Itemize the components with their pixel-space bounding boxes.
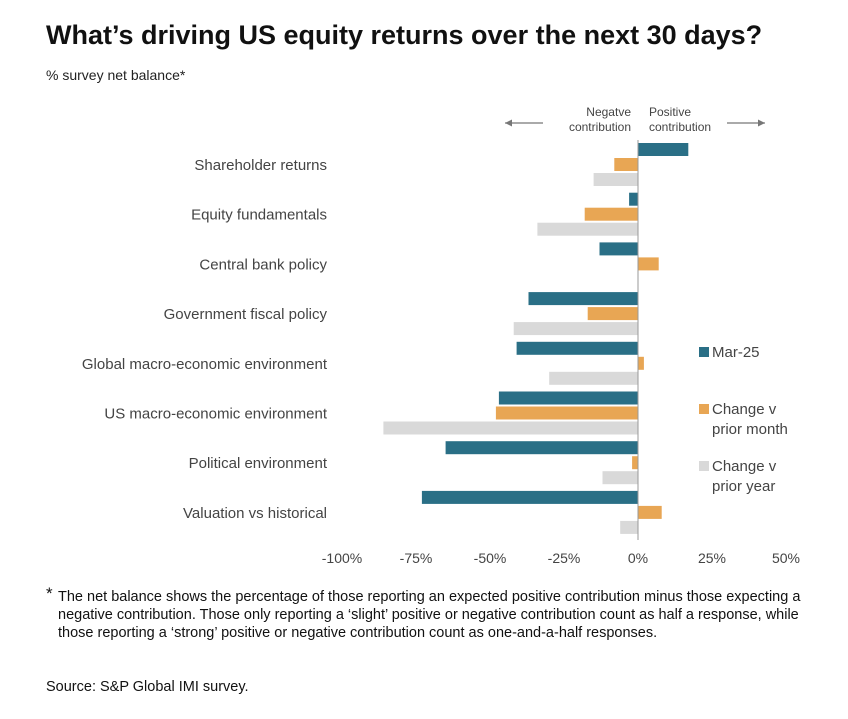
category-label-central-bank-policy: Central bank policy — [199, 256, 327, 273]
negative-direction-label: contribution — [569, 120, 631, 134]
category-labels: Shareholder returns Equity fundamentals Ce… — [82, 157, 328, 522]
bar-change-v-prior-month-us-macro-economic-environment — [495, 406, 638, 420]
x-tick-label: -100% — [322, 550, 362, 566]
bar-change-v-prior-year-global-macro-economic-environment — [549, 371, 638, 385]
bar-change-v-prior-year-government-fiscal-policy — [513, 322, 638, 336]
bar-change-v-prior-month-government-fiscal-policy — [587, 307, 638, 321]
right-arrow-head-icon — [758, 119, 765, 127]
bar-mar-25-us-macro-economic-environment — [498, 391, 638, 405]
legend-label-change-v-prior-month: prior month — [712, 421, 788, 438]
bar-mar-25-equity-fundamentals — [629, 192, 638, 206]
legend-label-change-v-prior-month: Change v — [712, 401, 777, 418]
bar-mar-25-central-bank-policy — [599, 242, 638, 256]
negative-direction-label: Negatve — [586, 105, 631, 119]
category-label-equity-fundamentals: Equity fundamentals — [191, 207, 327, 224]
bar-mar-25-political-environment — [445, 441, 638, 455]
category-label-valuation-vs-historical: Valuation vs historical — [183, 505, 327, 522]
bar-change-v-prior-month-central-bank-policy — [638, 257, 659, 271]
bar-change-v-prior-year-valuation-vs-historical — [620, 520, 638, 534]
bar-mar-25-shareholder-returns — [638, 143, 689, 156]
category-label-us-macro-economic-environment: US macro-economic environment — [104, 406, 327, 423]
x-tick-label: -25% — [548, 550, 581, 566]
bar-mar-25-global-macro-economic-environment — [516, 341, 638, 355]
footnote-marker: * — [46, 584, 53, 603]
x-tick-label: -75% — [400, 550, 433, 566]
bar-change-v-prior-month-valuation-vs-historical — [638, 505, 662, 519]
positive-direction-label: contribution — [649, 120, 711, 134]
chart-title: What’s driving US equity returns over th… — [46, 20, 763, 50]
bar-change-v-prior-year-shareholder-returns — [593, 173, 638, 186]
x-tick-label: 0% — [628, 550, 648, 566]
x-tick-label: 25% — [698, 550, 726, 566]
legend: Mar-25 Change v prior month Change v prior y… — [699, 344, 788, 495]
source-note: Source: S&P Global IMI survey. — [46, 679, 249, 695]
left-arrow-head-icon — [505, 119, 512, 127]
bars-group — [383, 143, 689, 534]
category-label-shareholder-returns: Shareholder returns — [194, 157, 327, 174]
legend-swatch-mar-25 — [699, 347, 709, 357]
footnote: * The net balance shows the percentage o… — [46, 584, 826, 642]
bar-chart: NegatvecontributionPositivecontribution … — [82, 105, 800, 566]
category-label-government-fiscal-policy: Government fiscal policy — [164, 306, 328, 323]
bar-change-v-prior-month-shareholder-returns — [614, 158, 638, 171]
legend-swatch-change-v-prior-year — [699, 461, 709, 471]
legend-label-change-v-prior-year: Change v — [712, 458, 777, 475]
category-label-political-environment: Political environment — [189, 455, 328, 472]
bar-change-v-prior-month-political-environment — [632, 456, 638, 470]
bar-change-v-prior-year-us-macro-economic-environment — [383, 421, 638, 435]
x-tick-label: -50% — [474, 550, 507, 566]
x-tick-label: 50% — [772, 550, 800, 566]
chart-subtitle: % survey net balance* — [46, 67, 186, 83]
bar-change-v-prior-month-global-macro-economic-environment — [638, 356, 644, 370]
category-label-global-macro-economic-environment: Global macro-economic environment — [82, 356, 328, 373]
x-tick-labels: -100% -75% -50% -25% 0% 25% 50% — [322, 550, 800, 566]
positive-direction-label: Positive — [649, 105, 691, 119]
legend-label-mar-25: Mar-25 — [712, 344, 760, 361]
bar-mar-25-government-fiscal-policy — [528, 292, 638, 306]
bar-change-v-prior-month-equity-fundamentals — [584, 207, 638, 221]
legend-swatch-change-v-prior-month — [699, 404, 709, 414]
bar-change-v-prior-year-political-environment — [602, 471, 638, 485]
legend-label-change-v-prior-year: prior year — [712, 478, 775, 495]
bar-change-v-prior-year-equity-fundamentals — [537, 222, 638, 236]
bar-mar-25-valuation-vs-historical — [421, 490, 638, 504]
footnote-text: The net balance shows the percentage of … — [58, 589, 801, 641]
